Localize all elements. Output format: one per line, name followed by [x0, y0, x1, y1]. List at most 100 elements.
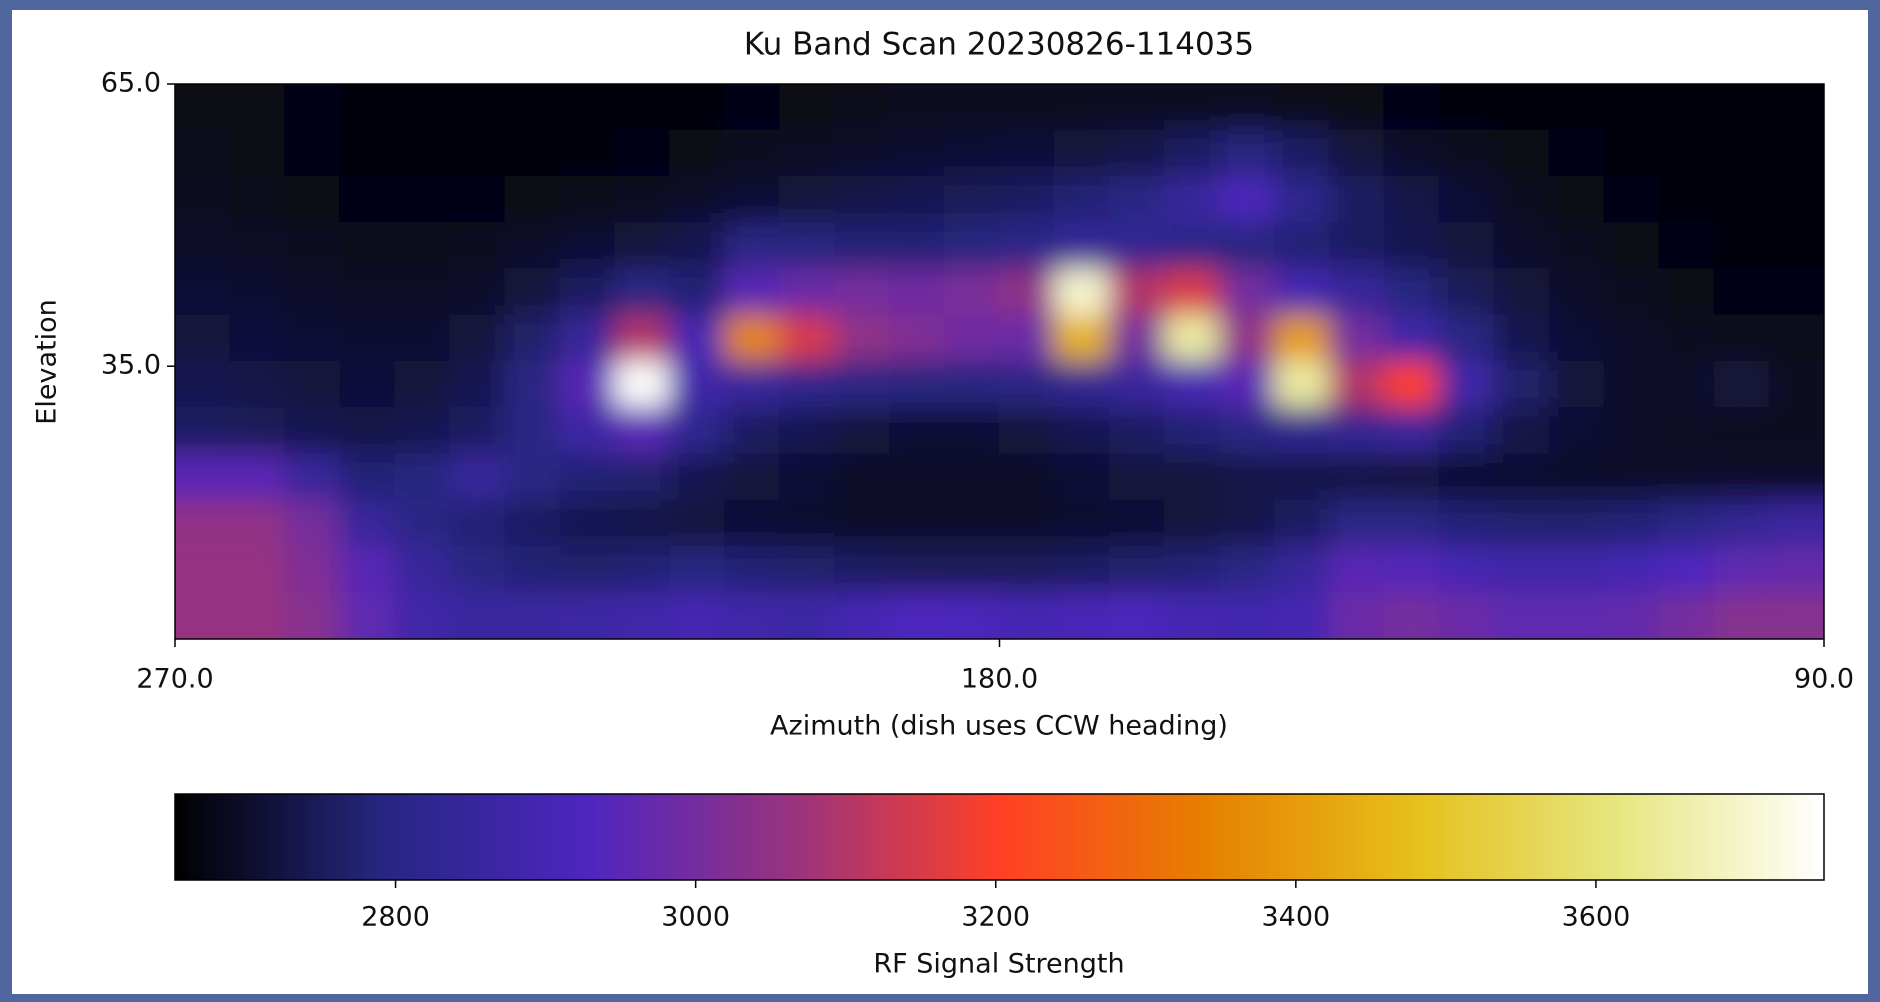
heatmap-cell	[1658, 222, 1715, 270]
heatmap-cell	[504, 176, 561, 224]
heatmap-cell	[1273, 176, 1330, 224]
heatmap-cell	[724, 361, 781, 409]
heatmap-cell	[1273, 129, 1330, 177]
heatmap-cell	[1713, 176, 1770, 224]
heatmap-cell	[1053, 176, 1110, 224]
heatmap-cell	[229, 546, 286, 594]
heatmap-cell	[779, 268, 836, 316]
heatmap-cell	[834, 129, 891, 177]
heatmap-cell	[834, 453, 891, 501]
heatmap-cell	[1713, 314, 1770, 362]
heatmap-cell	[1658, 407, 1715, 455]
heatmap-cell	[614, 176, 671, 224]
heatmap-cell	[394, 268, 451, 316]
y-tick-label: 65.0	[101, 68, 161, 99]
heatmap-cell	[284, 314, 341, 362]
heatmap-cell	[1768, 314, 1824, 362]
heatmap-cell	[1273, 499, 1330, 547]
heatmap-cell	[1383, 222, 1440, 270]
heatmap-cell	[229, 84, 286, 131]
heatmap-cell	[779, 84, 836, 131]
heatmap-cell	[229, 407, 286, 455]
heatmap-cell	[394, 592, 451, 639]
heatmap-cell	[889, 84, 946, 131]
heatmap-cell	[229, 314, 286, 362]
heatmap-cell	[834, 314, 891, 362]
heatmap-cell	[1768, 407, 1824, 455]
heatmap-cell	[944, 592, 1000, 639]
heatmap-cell	[1383, 453, 1440, 501]
heatmap-cell	[284, 546, 341, 594]
heatmap-cell	[944, 499, 1000, 547]
heatmap-cell	[614, 361, 671, 409]
heatmap-cell	[284, 222, 341, 270]
heatmap-cell	[1438, 222, 1495, 270]
heatmap-cell	[1548, 453, 1605, 501]
heatmap-cell	[504, 453, 561, 501]
heatmap-cell	[1218, 546, 1275, 594]
heatmap-cell	[1383, 499, 1440, 547]
heatmap-cell	[1603, 592, 1660, 639]
heatmap-cell	[1053, 84, 1110, 131]
heatmap-cell	[614, 84, 671, 131]
heatmap-cell	[614, 499, 671, 547]
heatmap-cell	[1163, 546, 1220, 594]
heatmap-cell	[394, 499, 451, 547]
heatmap-cell	[1273, 453, 1330, 501]
heatmap-cell	[559, 546, 616, 594]
heatmap-cell	[339, 361, 396, 409]
heatmap-cell	[1328, 499, 1385, 547]
heatmap-cell	[1713, 407, 1770, 455]
heatmap-cell	[1108, 84, 1165, 131]
heatmap-cell	[1603, 407, 1660, 455]
heatmap-cell	[889, 546, 946, 594]
heatmap-cell	[1493, 407, 1550, 455]
heatmap-cell	[229, 499, 286, 547]
heatmap-cell	[1438, 453, 1495, 501]
heatmap-cell	[1548, 314, 1605, 362]
heatmap-cell	[1053, 407, 1110, 455]
heatmap-cell	[559, 129, 616, 177]
heatmap-cell	[999, 176, 1055, 224]
y-tick-label: 35.0	[101, 350, 161, 381]
heatmap-cell	[1328, 592, 1385, 639]
heatmap-cell	[1658, 499, 1715, 547]
heatmap-cell	[1383, 314, 1440, 362]
chart-title: Ku Band Scan 20230826-114035	[744, 27, 1254, 63]
heatmap-cell	[229, 592, 286, 639]
heatmap-cell	[779, 546, 836, 594]
heatmap-cell	[284, 268, 341, 316]
heatmap-cell	[669, 407, 726, 455]
heatmap-cell	[1053, 546, 1110, 594]
heatmap-cell	[229, 129, 286, 177]
heatmap-cell	[284, 361, 341, 409]
heatmap-cell	[1163, 361, 1220, 409]
heatmap-cell	[1218, 222, 1275, 270]
heatmap-cell	[1658, 129, 1715, 177]
heatmap-cell	[944, 314, 1000, 362]
heatmap-cell	[1328, 176, 1385, 224]
heatmap-cell	[1273, 84, 1330, 131]
colorbar-tick-label: 3200	[961, 902, 1030, 933]
heatmap-cell	[1603, 499, 1660, 547]
heatmap-cell	[1108, 314, 1165, 362]
heatmap-cell	[1053, 499, 1110, 547]
heatmap-cell	[559, 407, 616, 455]
heatmap-cell	[1658, 453, 1715, 501]
heatmap-cell	[1108, 129, 1165, 177]
heatmap-cell	[1493, 453, 1550, 501]
heatmap-cell	[889, 176, 946, 224]
heatmap-cell	[1218, 453, 1275, 501]
heatmap-cell	[1768, 84, 1824, 131]
heatmap-cell	[1218, 129, 1275, 177]
heatmap-cell	[1383, 268, 1440, 316]
heatmap-cell	[779, 592, 836, 639]
heatmap-cell	[339, 499, 396, 547]
heatmap-cell	[1493, 499, 1550, 547]
heatmap-cell	[229, 361, 286, 409]
heatmap-cell	[1328, 546, 1385, 594]
heatmap-cell	[779, 314, 836, 362]
heatmap-cell	[504, 129, 561, 177]
heatmap-cell	[1658, 546, 1715, 594]
heatmap-cell	[779, 499, 836, 547]
